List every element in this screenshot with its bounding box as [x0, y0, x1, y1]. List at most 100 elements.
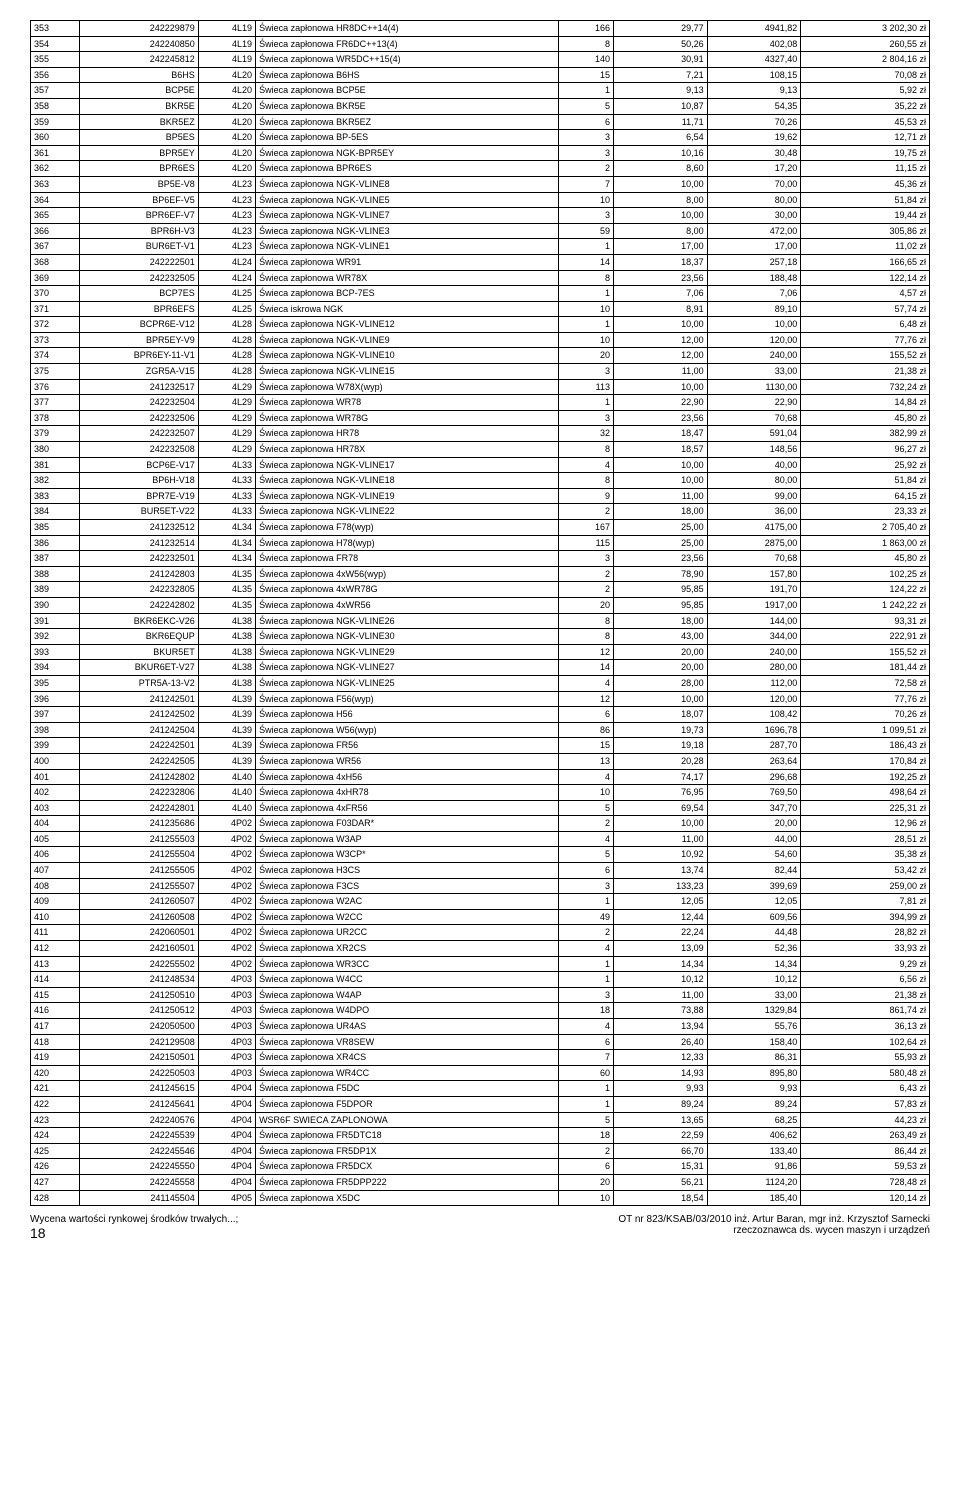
table-cell: 242232806 — [79, 785, 198, 801]
table-row: 356B6HS4L20Świeca zapłonowa B6HS157,2110… — [31, 67, 930, 83]
table-cell: 1124,20 — [707, 1174, 801, 1190]
table-cell: 895,80 — [707, 1065, 801, 1081]
table-cell: 4L38 — [198, 629, 255, 645]
table-cell: 18 — [559, 1003, 614, 1019]
table-row: 3772422325044L29Świeca zapłonowa WR78122… — [31, 395, 930, 411]
table-cell: 6,54 — [613, 130, 707, 146]
table-cell: 91,86 — [707, 1159, 801, 1175]
table-cell: 377 — [31, 395, 80, 411]
table-cell: 242232506 — [79, 410, 198, 426]
table-cell: 82,44 — [707, 863, 801, 879]
table-cell: 17,00 — [613, 239, 707, 255]
table-cell: 401 — [31, 769, 80, 785]
table-cell: 4P03 — [198, 1034, 255, 1050]
table-cell: 360 — [31, 130, 80, 146]
table-cell: BPR5EY-V9 — [79, 332, 198, 348]
table-cell: 419 — [31, 1050, 80, 1066]
table-cell: 373 — [31, 332, 80, 348]
table-row: 365BPR6EF-V74L23Świeca zapłonowa NGK-VLI… — [31, 208, 930, 224]
table-cell: Świeca zapłonowa FR5DPP222 — [256, 1174, 559, 1190]
footer: Wycena wartości rynkowej środków trwałyc… — [30, 1214, 930, 1241]
table-cell: 157,80 — [707, 566, 801, 582]
table-cell: 29,77 — [613, 21, 707, 37]
table-cell: Świeca zapłonowa NGK-VLINE10 — [256, 348, 559, 364]
table-cell: 411 — [31, 925, 80, 941]
table-cell: 388 — [31, 566, 80, 582]
table-cell: 374 — [31, 348, 80, 364]
table-cell: 8 — [559, 36, 614, 52]
table-cell: 242245812 — [79, 52, 198, 68]
table-cell: 368 — [31, 254, 80, 270]
table-cell: 2 — [559, 504, 614, 520]
table-cell: 363 — [31, 176, 80, 192]
table-cell: 20,00 — [613, 660, 707, 676]
table-cell: 78,90 — [613, 566, 707, 582]
table-row: 3762412325174L29Świeca zapłonowa W78X(wy… — [31, 379, 930, 395]
table-cell: 4L20 — [198, 130, 255, 146]
table-row: 4252422455464P04Świeca zapłonowa FR5DP1X… — [31, 1143, 930, 1159]
table-cell: 4L34 — [198, 520, 255, 536]
table-cell: 8,60 — [613, 161, 707, 177]
table-cell: 242240576 — [79, 1112, 198, 1128]
table-cell: 18,54 — [613, 1190, 707, 1206]
table-cell: 52,36 — [707, 941, 801, 957]
table-cell: 20 — [559, 597, 614, 613]
table-cell: 80,00 — [707, 192, 801, 208]
table-cell: 1 — [559, 286, 614, 302]
table-cell: Świeca zapłonowa W2AC — [256, 894, 559, 910]
table-cell: 4L33 — [198, 457, 255, 473]
table-cell: 23,56 — [613, 410, 707, 426]
table-cell: 8 — [559, 613, 614, 629]
table-cell: 413 — [31, 956, 80, 972]
table-cell: 15 — [559, 738, 614, 754]
table-cell: 396 — [31, 691, 80, 707]
table-cell: 242242501 — [79, 738, 198, 754]
table-cell: 242050500 — [79, 1019, 198, 1035]
table-cell: 115 — [559, 535, 614, 551]
table-cell: 10,00 — [613, 208, 707, 224]
table-cell: 25,00 — [613, 520, 707, 536]
table-cell: 32 — [559, 426, 614, 442]
table-cell: 353 — [31, 21, 80, 37]
table-cell: Świeca zapłonowa BP-5ES — [256, 130, 559, 146]
table-cell: 242245546 — [79, 1143, 198, 1159]
table-cell: 108,15 — [707, 67, 801, 83]
table-cell: 391 — [31, 613, 80, 629]
table-cell: 23,56 — [613, 270, 707, 286]
table-cell: 591,04 — [707, 426, 801, 442]
table-row: 3542422408504L19Świeca zapłonowa FR6DC++… — [31, 36, 930, 52]
table-cell: 241255507 — [79, 878, 198, 894]
table-row: 4082412555074P02Świeca zapłonowa F3CS313… — [31, 878, 930, 894]
table-cell: 241255505 — [79, 863, 198, 879]
table-cell: Świeca zapłonowa HR8DC++14(4) — [256, 21, 559, 37]
table-row: 4132422555024P02Świeca zapłonowa WR3CC11… — [31, 956, 930, 972]
table-cell: 4P02 — [198, 894, 255, 910]
table-cell: BPR5EY — [79, 145, 198, 161]
table-cell: 10,00 — [613, 816, 707, 832]
table-cell: Świeca zapłonowa H56 — [256, 707, 559, 723]
table-cell: Świeca zapłonowa HR78 — [256, 426, 559, 442]
table-cell: 140 — [559, 52, 614, 68]
table-cell: 427 — [31, 1174, 80, 1190]
table-cell: 13,74 — [613, 863, 707, 879]
table-cell: Świeca zapłonowa W4CC — [256, 972, 559, 988]
table-row: 374BPR6EY-11-V14L28Świeca zapłonowa NGK-… — [31, 348, 930, 364]
table-cell: 4L20 — [198, 98, 255, 114]
table-cell: 4941,82 — [707, 21, 801, 37]
table-cell: 1329,84 — [707, 1003, 801, 1019]
table-row: 359BKR5EZ4L20Świeca zapłonowa BKR5EZ611,… — [31, 114, 930, 130]
table-cell: 10 — [559, 785, 614, 801]
table-cell: 22,59 — [613, 1128, 707, 1144]
table-cell: 4L28 — [198, 317, 255, 333]
table-cell: Świeca zapłonowa F5DC — [256, 1081, 559, 1097]
table-cell: 390 — [31, 597, 80, 613]
table-cell: 241242501 — [79, 691, 198, 707]
table-cell: 19,73 — [613, 722, 707, 738]
table-row: 4152412505104P03Świeca zapłonowa W4AP311… — [31, 987, 930, 1003]
table-row: 4102412605084P02Świeca zapłonowa W2CC491… — [31, 909, 930, 925]
table-cell: 11,15 zł — [801, 161, 930, 177]
footer-left-text: Wycena wartości rynkowej środków trwałyc… — [30, 1214, 238, 1225]
table-cell: 379 — [31, 426, 80, 442]
table-cell: 398 — [31, 722, 80, 738]
table-cell: 7 — [559, 1050, 614, 1066]
